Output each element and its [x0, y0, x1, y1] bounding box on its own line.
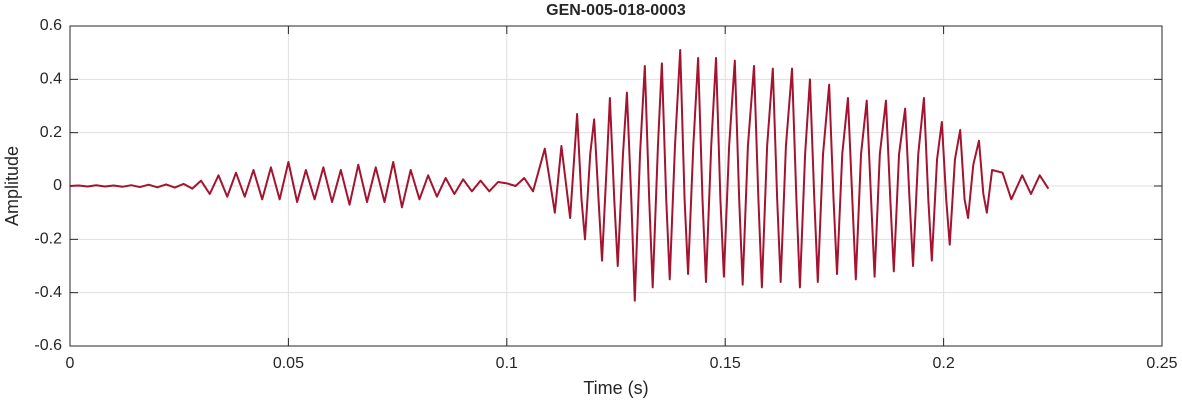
x-tick-label: 0.25	[1146, 355, 1177, 372]
x-tick-label: 0.05	[273, 355, 304, 372]
y-tick-label: -0.4	[34, 284, 62, 301]
x-tick-label: 0.2	[932, 355, 954, 372]
x-tick-label: 0.15	[710, 355, 741, 372]
x-tick-label: 0.1	[496, 355, 518, 372]
y-axis-label: Amplitude	[2, 146, 22, 226]
y-tick-label: 0.2	[40, 124, 62, 141]
y-tick-label: 0.6	[40, 17, 62, 34]
chart-title: GEN-005-018-0003	[546, 2, 686, 19]
x-tick-label: 0	[66, 355, 75, 372]
y-tick-label: -0.6	[34, 337, 62, 354]
y-tick-label: 0.4	[40, 71, 62, 88]
waveform	[69, 49, 1050, 302]
plot-frame	[69, 25, 1163, 347]
y-tick-label: 0	[53, 177, 62, 194]
x-axis-label: Time (s)	[583, 378, 648, 398]
y-tick-label: -0.2	[34, 231, 62, 248]
